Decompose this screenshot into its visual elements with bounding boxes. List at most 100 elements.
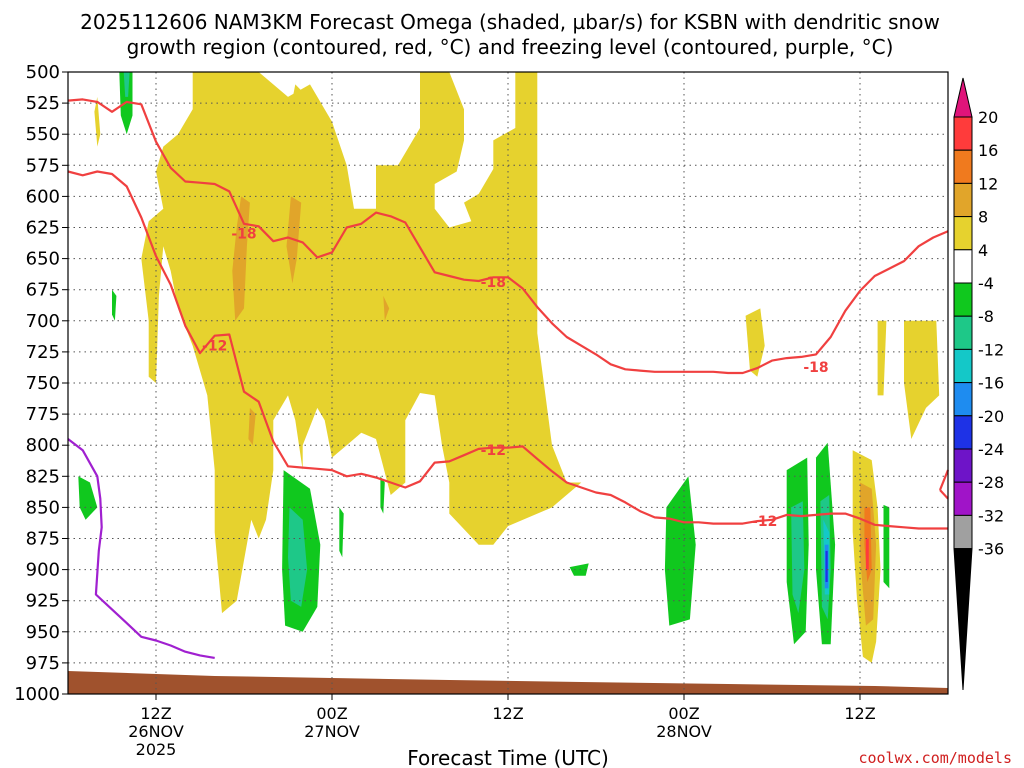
colorbar-segment-1 <box>953 149 973 184</box>
colorbar-label-1: 16 <box>978 141 998 160</box>
dgz-edge-contour <box>938 469 950 500</box>
y-tick-label-900: 900 <box>26 560 60 581</box>
y-tick-label-825: 825 <box>26 466 60 487</box>
y-tick-label-550: 550 <box>26 124 60 145</box>
omega-region-20 <box>339 507 344 558</box>
contour-label-1: -18 <box>481 275 506 291</box>
omega-region-7 <box>232 196 250 321</box>
colorbar-label-10: -24 <box>978 440 1004 459</box>
x-tick-label-6-2: 2025 <box>136 740 177 759</box>
contour-label-4: -12 <box>481 443 506 459</box>
x-tick-label-42-0: 00Z <box>668 704 699 723</box>
contour-label-5: -12 <box>752 514 777 530</box>
contour-label-3: -12 <box>202 339 227 355</box>
colorbar-label-7: -12 <box>978 340 1004 359</box>
colorbar-label-0: 20 <box>978 108 998 127</box>
omega-region-19 <box>288 507 308 607</box>
x-tick-label-18-1: 27NOV <box>304 722 360 741</box>
omega-shading-layer <box>78 72 940 663</box>
y-tick-label-925: 925 <box>26 591 60 612</box>
omega-region-2 <box>94 96 101 147</box>
omega-region-1 <box>207 72 347 209</box>
contour-label-2: -18 <box>803 360 828 376</box>
colorbar-label-8: -16 <box>978 374 1004 393</box>
colorbar-label-2: 12 <box>978 174 998 193</box>
x-tick-label-6-0: 12Z <box>140 704 171 723</box>
y-tick-label-725: 725 <box>26 342 60 363</box>
credit-text: coolwx.com/models <box>858 749 1012 767</box>
omega-region-16 <box>78 476 98 520</box>
omega-region-5 <box>904 320 940 439</box>
colorbar-top-arrow <box>953 77 973 118</box>
omega-region-30 <box>825 550 828 582</box>
y-tick-label-700: 700 <box>26 311 60 332</box>
colorbar-segment-11 <box>953 481 973 516</box>
y-tick-label-1000: 1000 <box>14 684 60 705</box>
freezing-level-contour <box>67 438 215 659</box>
y-axis: 500 525 550 575 600 625 650 675 700 725 750 775 800 8… <box>14 62 68 705</box>
omega-region-21 <box>380 476 385 514</box>
y-tick-label-750: 750 <box>26 373 60 394</box>
contour-label-layer: -18 -18 -18 -12 -12 -12 <box>202 227 829 530</box>
y-tick-label-800: 800 <box>26 435 60 456</box>
colorbar-segment-10 <box>953 448 973 483</box>
omega-region-31 <box>883 504 890 589</box>
y-tick-label-575: 575 <box>26 155 60 176</box>
colorbar-label-3: 8 <box>978 208 988 227</box>
colorbar-label-5: -4 <box>978 274 994 293</box>
x-tick-label-6-1: 26NOV <box>128 722 184 741</box>
omega-region-3 <box>745 308 765 377</box>
omega-region-22 <box>569 563 589 576</box>
contour-label-0: -18 <box>231 227 256 243</box>
omega-region-17 <box>112 289 117 321</box>
y-tick-label-600: 600 <box>26 186 60 207</box>
colorbar-segment-2 <box>953 182 973 218</box>
y-tick-label-500: 500 <box>26 62 60 83</box>
colorbar-segment-6 <box>953 315 973 350</box>
colorbar-segment-8 <box>953 382 973 417</box>
colorbar-label-12: -32 <box>978 506 1004 525</box>
grid-layer <box>68 72 948 694</box>
omega-region-15 <box>123 72 130 97</box>
x-axis-title: Forecast Time (UTC) <box>407 746 609 768</box>
x-tick-label-30-0: 12Z <box>492 704 523 723</box>
contour-layer <box>67 98 950 659</box>
y-tick-label-975: 975 <box>26 653 60 674</box>
colorbar-segment-0 <box>953 116 973 151</box>
y-tick-label-850: 850 <box>26 497 60 518</box>
y-tick-label-950: 950 <box>26 622 60 643</box>
colorbar-segment-9 <box>953 415 973 450</box>
dgz-lower-contour-minus12 <box>67 170 948 530</box>
colorbar-label-9: -20 <box>978 407 1004 426</box>
y-tick-label-625: 625 <box>26 218 60 239</box>
x-tick-label-54-0: 12Z <box>844 704 875 723</box>
omega-region-10 <box>383 295 390 321</box>
y-tick-label-675: 675 <box>26 280 60 301</box>
y-tick-label-525: 525 <box>26 93 60 114</box>
colorbar-bottom-arrow <box>953 548 973 691</box>
colorbar-segment-12 <box>953 514 973 550</box>
colorbar-segment-3 <box>953 216 973 251</box>
omega-region-23 <box>664 476 696 626</box>
colorbar-label-4: 4 <box>978 241 988 260</box>
omega-region-0 <box>141 72 582 614</box>
y-tick-label-775: 775 <box>26 404 60 425</box>
colorbar-segment-5 <box>953 282 973 317</box>
dgz-upper-contour-minus18 <box>67 98 949 375</box>
chart-title-line2: growth region (contoured, red, °C) and f… <box>127 35 894 59</box>
colorbar-label-11: -28 <box>978 473 1004 492</box>
colorbar-segment-4 <box>953 249 973 284</box>
omega-region-13 <box>865 538 869 570</box>
colorbar-label-6: -8 <box>978 307 994 326</box>
y-tick-label-650: 650 <box>26 249 60 270</box>
x-tick-label-42-1: 28NOV <box>656 722 712 741</box>
y-tick-label-875: 875 <box>26 529 60 550</box>
chart-title-line1: 2025112606 NAM3KM Forecast Omega (shaded… <box>80 10 940 34</box>
omega-region-25 <box>791 501 805 614</box>
colorbar-segment-7 <box>953 348 973 384</box>
omega-region-9 <box>248 407 256 446</box>
x-tick-label-18-0: 00Z <box>316 704 347 723</box>
colorbar-label-13: -36 <box>978 540 1004 559</box>
